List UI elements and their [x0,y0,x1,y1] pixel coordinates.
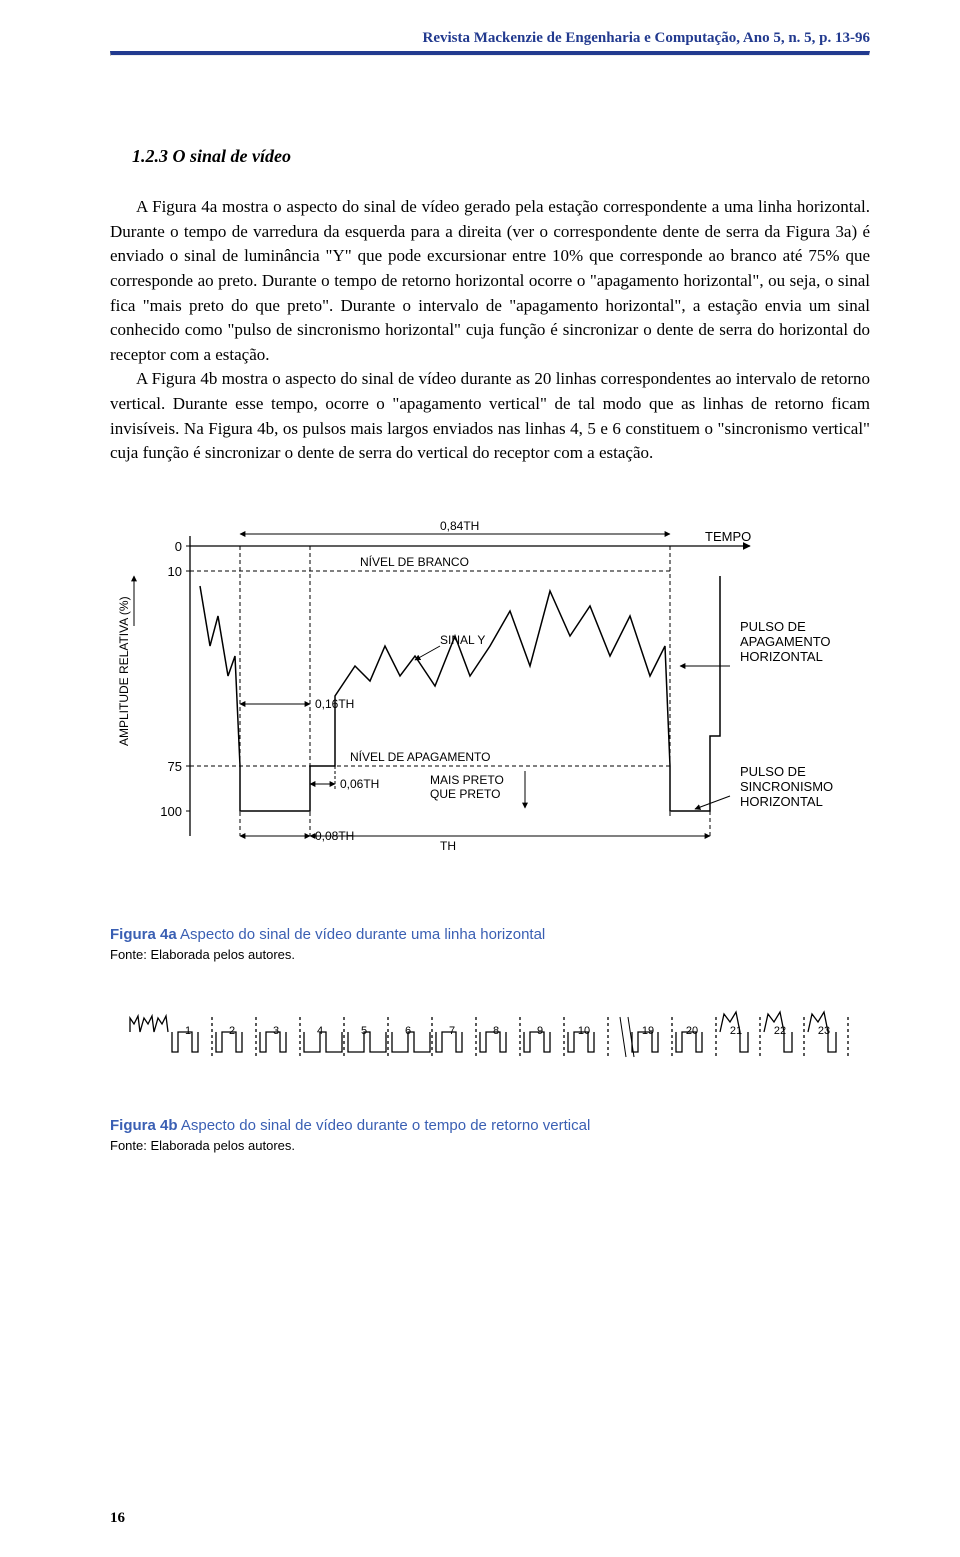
line-label-19: 19 [642,1025,654,1037]
label-nivel-branco: NÍVEL DE BRANCO [360,554,469,569]
x-axis-label: TEMPO [705,529,751,544]
journal-title: Revista Mackenzie de Engenharia e Comput… [110,30,870,47]
dim-006th: 0,06TH [340,777,379,791]
label-pulso-sinc-3: HORIZONTAL [740,794,823,809]
figure-4a-svg: 0 10 75 100 AMPLITUDE RELATIVA (%) TEMPO [110,506,870,886]
label-pulso-sinc-2: SINCRONISMO [740,779,833,794]
section-heading: 1.2.3 O sinal de vídeo [132,146,870,167]
dim-th: TH [440,839,456,853]
figure-4b-svg: 123456789101920212223 [110,997,870,1077]
line-label-21: 21 [730,1025,742,1037]
paragraph-1: A Figura 4a mostra o aspecto do sinal de… [110,195,870,367]
figure-4a-label: Figura 4a [110,926,177,943]
line-label-22: 22 [774,1025,786,1037]
figure-4a-caption-row: Figura 4a Aspecto do sinal de vídeo dura… [110,926,870,943]
label-pulso-apag-2: APAGAMENTO [740,634,831,649]
figure-4a: 0 10 75 100 AMPLITUDE RELATIVA (%) TEMPO [110,506,870,962]
line-label-1: 1 [185,1025,191,1037]
label-sinal-y: SINAL Y [440,633,485,647]
line-label-6: 6 [405,1025,411,1037]
line-label-3: 3 [273,1025,279,1037]
line-label-23: 23 [818,1025,830,1037]
figure-4a-caption: Aspecto do sinal de vídeo durante uma li… [180,926,545,943]
figure-4b-label: Figura 4b [110,1117,178,1134]
label-mais-preto-2: QUE PRETO [430,787,500,801]
dim-084th: 0,84TH [440,519,479,533]
line-label-20: 20 [686,1025,698,1037]
label-mais-preto-1: MAIS PRETO [430,773,504,787]
journal-header: Revista Mackenzie de Engenharia e Comput… [110,30,870,56]
line-label-10: 10 [578,1025,590,1037]
label-nivel-apagamento: NÍVEL DE APAGAMENTO [350,749,490,764]
y-axis-label: AMPLITUDE RELATIVA (%) [117,596,131,746]
ytick-100: 100 [160,804,182,819]
figure-4b-caption: Aspecto do sinal de vídeo durante o temp… [181,1117,590,1134]
figure-4b-caption-row: Figura 4b Aspecto do sinal de vídeo dura… [110,1117,870,1134]
label-pulso-apag-1: PULSO DE [740,619,806,634]
body-text: A Figura 4a mostra o aspecto do sinal de… [110,195,870,466]
label-pulso-sinc-1: PULSO DE [740,764,806,779]
ytick-0: 0 [175,539,182,554]
line-label-9: 9 [537,1025,543,1037]
figure-4a-source: Fonte: Elaborada pelos autores. [110,947,870,962]
figure-4b-source: Fonte: Elaborada pelos autores. [110,1138,870,1153]
line-label-4: 4 [317,1025,323,1037]
paragraph-2: A Figura 4b mostra o aspecto do sinal de… [110,367,870,466]
ytick-10: 10 [168,564,182,579]
line-label-7: 7 [449,1025,455,1037]
line-label-2: 2 [229,1025,235,1037]
page-number: 16 [110,1510,125,1527]
figure-4b: 123456789101920212223 Figura 4b Aspecto … [110,997,870,1153]
label-pulso-apag-3: HORIZONTAL [740,649,823,664]
ytick-75: 75 [168,759,182,774]
line-label-5: 5 [361,1025,367,1037]
header-rule [110,51,870,56]
line-label-8: 8 [493,1025,499,1037]
